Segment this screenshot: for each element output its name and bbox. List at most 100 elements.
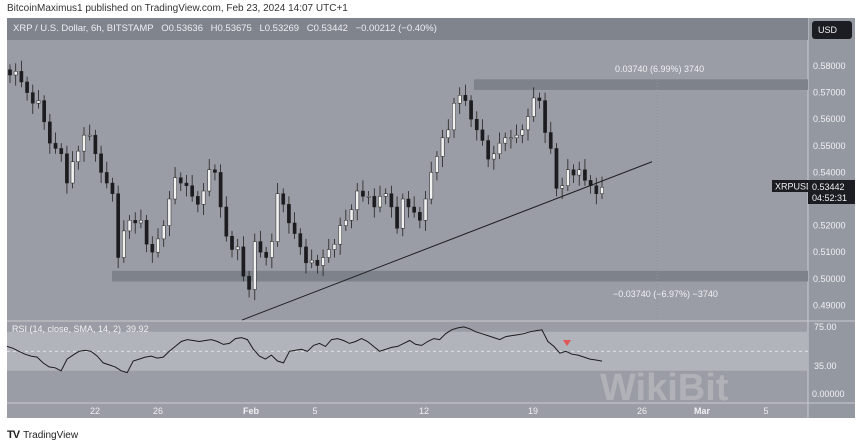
trendline[interactable] [241,161,653,321]
candle [571,164,576,184]
candle [82,127,86,162]
candle-body [207,169,212,192]
candle [304,238,308,274]
bar-countdown: 04:52:31 [812,193,847,203]
candle-body [554,148,559,189]
candle-body [235,246,240,250]
candle-body [491,153,496,160]
candle-body [304,246,308,264]
ohlc-low: L0.53269 [259,23,300,34]
symbol-tag-label: XRPUSD [775,182,813,192]
candle [497,132,502,160]
candle-body [230,235,234,250]
candle [417,206,422,229]
candle [435,151,439,181]
price-axis-background [808,18,855,418]
candle [383,188,388,205]
candle [47,113,52,154]
candle [355,183,360,221]
candle-body [463,95,468,101]
rsi-value: 39.92 [126,324,149,334]
candle [554,143,559,197]
candle-body [355,190,360,210]
price-tick: 0.55000 [813,141,846,151]
candle [469,95,473,128]
candle-body [452,102,456,131]
candle [338,217,343,255]
support-zone[interactable] [112,270,808,282]
candle-body [292,222,297,234]
time-tick: 5 [312,406,317,416]
candle-body [252,241,257,290]
candle [8,64,12,84]
candle-body [264,251,269,258]
candle [178,172,183,192]
ohlc-close: C0.53442 [306,23,348,34]
candle [99,145,103,184]
candle [70,151,75,189]
candle [429,161,434,205]
candle [42,95,47,130]
candle [372,188,377,218]
candle-body [25,81,29,93]
candle [30,84,35,114]
candle [247,270,251,298]
tradingview-brand: TradingView [23,429,79,441]
publish-info: BitcoinMaximus1 published on TradingView… [7,3,348,14]
candle [560,177,565,199]
price-tick: 0.58000 [813,61,846,71]
candle-body [474,118,479,131]
candle [65,145,69,194]
candle [36,89,41,109]
candle [167,191,172,237]
price-change: −0.00212 (−0.40%) [355,23,437,34]
candle [133,212,138,234]
currency-label: USD [818,25,838,35]
last-price-value: 0.53442 [812,182,845,192]
currency-button[interactable] [812,21,852,39]
candle [139,209,143,229]
candle-body [577,169,582,176]
candle [269,233,274,269]
price-tick: 0.54000 [813,167,846,177]
watermark: WikiBit [600,367,729,409]
candle-body [503,137,508,144]
candle-body [429,172,434,200]
candle-body [19,71,24,83]
candle [173,167,177,205]
candle-body [241,246,246,277]
candle [463,84,468,106]
candle-body [514,134,519,139]
candle-body [389,193,394,208]
candle-body [321,257,325,266]
lower-range-annotation: −0.03740 (−6.97%) −3740 [613,289,718,299]
candle-body [361,190,365,197]
candle [600,176,604,199]
candle [480,119,485,146]
candle [406,191,411,218]
candle-body [269,241,274,258]
time-tick: 19 [528,406,538,416]
candle [281,188,286,213]
tradingview-logo[interactable]: TV TradingView [7,429,78,441]
candle-body [457,95,462,104]
candle-body [446,129,451,139]
candle [395,196,399,234]
candle-body [104,172,109,184]
candle [150,236,155,263]
time-tick: 12 [419,406,429,416]
candle-body [480,129,485,141]
time-tick: Mar [694,406,711,416]
candle-body [161,225,166,240]
candle-body [13,71,18,76]
candle [195,191,200,213]
candle-body [412,206,417,213]
candle [349,204,354,229]
resistance-zone[interactable] [474,79,808,90]
candle-body [486,140,491,160]
symbol-name[interactable]: XRP / U.S. Dollar, 6h, BITSTAMP [13,23,154,34]
candle [565,159,570,192]
candle-body [571,169,576,176]
candle [446,119,451,144]
